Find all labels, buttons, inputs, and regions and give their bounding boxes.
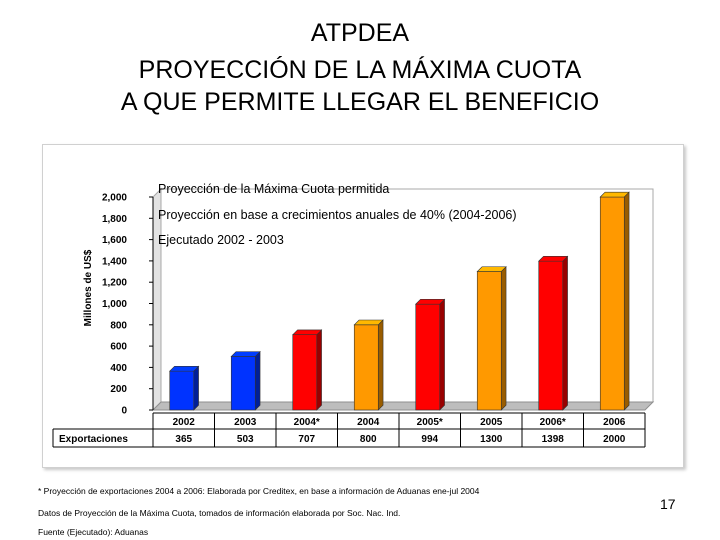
bar-top-1 xyxy=(230,351,261,357)
slide-title-line-1: ATPDEA xyxy=(310,19,410,47)
table-value-2: 707 xyxy=(298,434,315,445)
bar-side-0 xyxy=(193,365,199,411)
table-value-6: 1398 xyxy=(542,434,565,445)
bar-side-5 xyxy=(500,266,507,411)
bar-6 xyxy=(538,260,564,411)
x-tick-label-4: 2005* xyxy=(417,417,443,428)
bar-top-7 xyxy=(599,191,630,198)
x-tick-label-1: 2003 xyxy=(234,417,257,428)
footnote-datos: Datos de Proyección de la Máxima Cuota, … xyxy=(38,508,401,518)
y-tick-label-5: 1,000 xyxy=(102,299,127,310)
slide-title-line-3: A QUE PERMITE LLEGAR EL BENEFICIO xyxy=(120,88,600,116)
legend-entry-maxima: Proyección de la Máxima Cuota permitida xyxy=(158,182,389,196)
y-tick-label-7: 1,400 xyxy=(102,256,127,267)
table-row-label: Exportaciones xyxy=(59,434,128,445)
bar-5 xyxy=(476,271,502,411)
y-tick-label-1: 200 xyxy=(110,384,127,395)
legend-entry-ejecutado: Ejecutado 2002 - 2003 xyxy=(158,233,284,247)
table-value-5: 1300 xyxy=(480,434,503,445)
bar-top-4 xyxy=(415,299,446,305)
bar-1 xyxy=(230,356,256,411)
side-wall xyxy=(152,187,162,412)
slide-title-line-2: PROYECCIÓN DE LA MÁXIMA CUOTA xyxy=(138,56,582,84)
x-tick-label-7: 2006 xyxy=(603,417,626,428)
footnote-fuente: Fuente (Ejecutado): Aduanas xyxy=(38,527,149,537)
bar-chart: 0 200 400 600 800 1,000 1,200 1,400 1,600 1,800 2,… xyxy=(52,187,655,448)
legend-label-maxima: Proyección de la Máxima Cuota permitida xyxy=(158,182,390,196)
table-value-0: 365 xyxy=(175,434,192,445)
y-tick-label-0: 0 xyxy=(121,406,127,417)
y-tick-label-10: 2,000 xyxy=(102,193,127,204)
y-tick-label-2: 400 xyxy=(110,363,127,374)
bar-top-2 xyxy=(292,329,323,336)
chart-floor xyxy=(151,401,655,411)
x-tick-label-2: 2004* xyxy=(294,417,320,428)
x-tick-label-3: 2004 xyxy=(357,417,380,428)
x-tick-label-6: 2006* xyxy=(540,417,566,428)
legend-label-ejecutado: Ejecutado 2002 - 2003 xyxy=(158,233,284,247)
x-tick-label-0: 2002 xyxy=(173,417,196,428)
table-value-1: 503 xyxy=(237,434,254,445)
bar-side-1 xyxy=(254,350,261,411)
chart-panel: 0 200 400 600 800 1,000 1,200 1,400 1,600 1,800 2,… xyxy=(42,144,684,468)
page-number: 17 xyxy=(660,496,676,512)
bar-top-6 xyxy=(538,256,569,262)
table-value-7: 2000 xyxy=(603,434,626,445)
y-tick-label-8: 1,600 xyxy=(102,235,127,246)
bar-0 xyxy=(169,370,195,411)
bar-side-6 xyxy=(562,255,568,411)
y-tick-label-4: 800 xyxy=(110,320,127,331)
footnote-proyeccion: * Proyección de exportaciones 2004 a 200… xyxy=(38,486,480,496)
table-value-4: 994 xyxy=(421,434,438,445)
bar-3 xyxy=(353,324,379,411)
bar-side-2 xyxy=(316,329,322,411)
y-tick-label-6: 1,200 xyxy=(102,278,127,289)
bar-side-3 xyxy=(377,319,384,411)
y-tick-label-3: 600 xyxy=(110,342,127,353)
y-axis-title: Millones de US$ xyxy=(83,249,94,326)
bar-top-3 xyxy=(353,319,384,326)
legend-entry-crecimiento: Proyección en base a crecimientos anuale… xyxy=(158,208,517,222)
x-tick-label-5: 2005 xyxy=(480,417,503,428)
legend-label-crecimiento: Proyección en base a crecimientos anuale… xyxy=(158,208,517,222)
y-tick-label-9: 1,800 xyxy=(102,214,127,225)
bar-top-5 xyxy=(476,266,507,272)
bar-side-7 xyxy=(623,191,630,411)
table-value-3: 800 xyxy=(360,434,377,445)
bar-7 xyxy=(599,196,625,411)
bar-side-4 xyxy=(439,298,445,411)
bar-2 xyxy=(292,334,318,411)
bar-top-0 xyxy=(169,366,200,372)
bar-4 xyxy=(415,303,441,411)
